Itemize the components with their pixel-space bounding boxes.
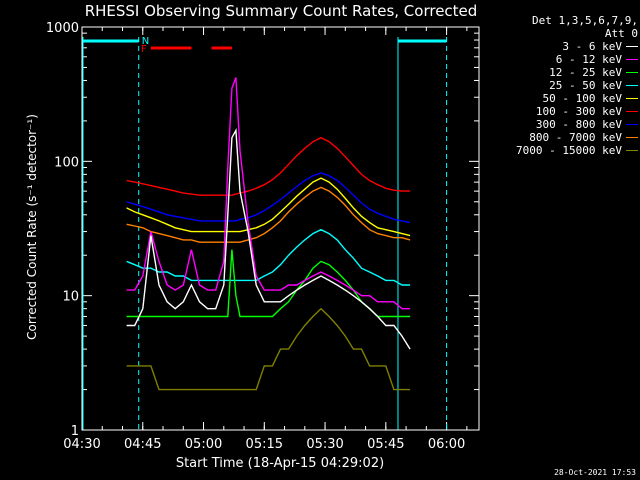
legend-label: 50 - 100 keV <box>542 92 622 105</box>
plot-frame <box>81 26 480 431</box>
x-tick-label: 05:15 <box>246 437 283 452</box>
legend-entry: 6 - 12 keV <box>484 53 638 66</box>
legend-header-line: Att 0 <box>604 27 638 40</box>
series-line <box>126 136 411 196</box>
legend-label: 25 - 50 keV <box>549 79 622 92</box>
series-line <box>126 307 411 391</box>
series-line <box>126 77 411 310</box>
x-tick-label: 05:30 <box>306 437 343 452</box>
timestamp: 28-Oct-2021 17:53 <box>554 468 636 477</box>
y-axis-label: Corrected Count Rate (s⁻¹ detector⁻¹) <box>25 114 39 340</box>
legend: Det 1,3,5,6,7,9, Att 0 3 - 6 keV 6 - 12 ke… <box>484 14 638 157</box>
legend-swatch <box>626 59 638 60</box>
legend-entry: 25 - 50 keV <box>484 79 638 92</box>
series-line <box>126 172 411 224</box>
chart-title: RHESSI Observing Summary Count Rates, Co… <box>85 2 478 20</box>
series-line <box>126 186 411 243</box>
legend-label: 300 - 800 keV <box>535 118 622 131</box>
legend-label: 7000 - 15000 keV <box>516 144 622 157</box>
legend-entry: 300 - 800 keV <box>484 118 638 131</box>
legend-swatch <box>626 150 638 151</box>
x-tick-label: 05:45 <box>367 437 404 452</box>
flag-f: F <box>141 44 147 55</box>
legend-label: 800 - 7000 keV <box>529 131 622 144</box>
legend-swatch <box>626 46 638 47</box>
x-tick-label: 04:45 <box>124 437 161 452</box>
legend-swatch <box>626 111 638 112</box>
legend-swatch <box>626 137 638 138</box>
legend-entry: 3 - 6 keV <box>484 40 638 53</box>
series-line <box>126 249 411 318</box>
plot-area: FN <box>81 26 479 431</box>
legend-entry: 800 - 7000 keV <box>484 131 638 144</box>
legend-label: 12 - 25 keV <box>549 66 622 79</box>
legend-label: 100 - 300 keV <box>535 105 622 118</box>
x-axis-label: Start Time (18-Apr-15 04:29:02) <box>176 456 384 471</box>
legend-label: 3 - 6 keV <box>562 40 622 53</box>
series-line <box>126 228 411 286</box>
x-tick-label: 05:00 <box>185 437 222 452</box>
series-line <box>126 127 411 350</box>
y-tick-label: 100 <box>54 155 79 170</box>
legend-entry: 100 - 300 keV <box>484 105 638 118</box>
y-tick-label: 1 <box>71 424 79 439</box>
legend-entry: 7000 - 15000 keV <box>484 144 638 157</box>
legend-entry: 12 - 25 keV <box>484 66 638 79</box>
legend-header: Det 1,3,5,6,7,9, Att 0 <box>484 14 638 40</box>
legend-label: 6 - 12 keV <box>555 53 622 66</box>
legend-swatch <box>626 98 638 99</box>
x-tick-label: 04:30 <box>63 437 100 452</box>
y-tick-label: 10 <box>62 290 79 305</box>
legend-entry: 50 - 100 keV <box>484 92 638 105</box>
y-tick-label: 1000 <box>46 21 79 36</box>
legend-swatch <box>626 85 638 86</box>
x-tick-label: 06:00 <box>428 437 465 452</box>
legend-swatch <box>626 124 638 125</box>
legend-header-line: Det 1,3,5,6,7,9, <box>532 14 638 27</box>
legend-swatch <box>626 72 638 73</box>
series-line <box>126 177 411 237</box>
flag-n: N <box>142 36 149 47</box>
legend-entries: 3 - 6 keV 6 - 12 keV 12 - 25 keV 25 - 50 ke… <box>484 40 638 157</box>
